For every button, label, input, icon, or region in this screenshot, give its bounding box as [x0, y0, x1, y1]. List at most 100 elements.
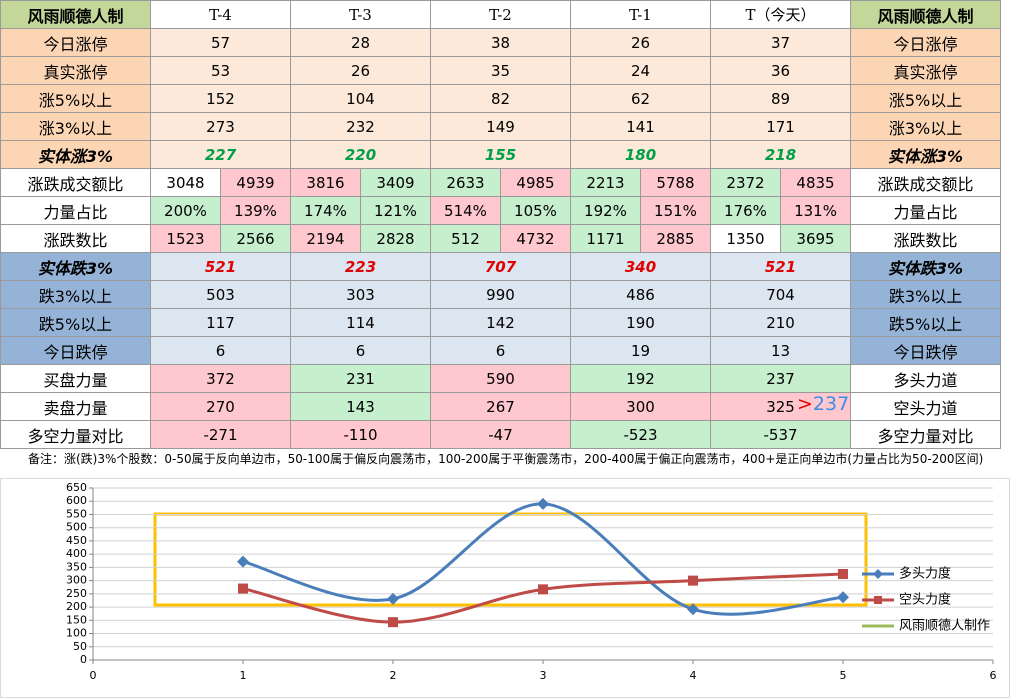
note: 备注：涨(跌)3%个股数：0-50属于反向单边市，50-100属于偏反向震荡市，…	[28, 452, 984, 466]
annotation-mark: >	[797, 393, 813, 415]
cell: 267	[430, 392, 571, 421]
y-tick-label: 200	[66, 600, 87, 613]
row-label: 涨3%以上	[0, 112, 151, 141]
marker	[538, 584, 548, 595]
data-table: 风雨顺德人制 T-4 T-3 T-2 T-1 T（今天） 风雨顺德人制 今日涨停 57 28 38 2…	[0, 0, 1002, 449]
cell: 89	[709, 84, 852, 113]
row-label-right: 今日涨停	[850, 28, 1002, 57]
cell: 117	[150, 308, 291, 337]
cell: 372	[150, 364, 291, 393]
cell: 141	[570, 112, 711, 141]
cell: 590	[430, 364, 571, 393]
cell: -110	[290, 420, 431, 449]
marker	[837, 591, 849, 604]
cell: 2885	[640, 224, 711, 253]
cell: 303	[290, 280, 431, 309]
header-cell: T-3	[290, 0, 431, 29]
cell: 273	[150, 112, 291, 141]
header-cell: T-1	[570, 0, 711, 29]
cell: 26	[290, 56, 431, 85]
x-tick-label: 2	[390, 669, 397, 682]
cell: 503	[150, 280, 291, 309]
y-tick-label: 300	[66, 574, 87, 587]
y-tick-label: 150	[66, 613, 87, 626]
cell: 270	[150, 392, 291, 421]
cell: 174%	[290, 196, 361, 225]
cell: 131%	[779, 196, 852, 225]
row-label: 真实涨停	[0, 56, 151, 85]
annotation: >237	[797, 393, 849, 415]
row-label-right: 跌3%以上	[850, 280, 1002, 309]
chart-frame	[0, 478, 1010, 698]
row-label: 卖盘力量	[0, 392, 151, 421]
cell: 57	[150, 28, 291, 57]
y-tick-label: 650	[66, 481, 87, 494]
y-tick-label: 0	[80, 653, 87, 666]
row-label-right: 涨5%以上	[850, 84, 1002, 113]
cell: 200%	[150, 196, 221, 225]
cell: 38	[430, 28, 571, 57]
cell: 1171	[570, 224, 641, 253]
cell: 237	[709, 364, 852, 393]
cell: 2633	[430, 168, 501, 197]
row-label-right: 多头力道	[850, 364, 1002, 393]
cell: 180	[570, 140, 711, 169]
x-tick-label: 1	[240, 669, 247, 682]
cell: 121%	[360, 196, 431, 225]
y-tick-label: 400	[66, 547, 87, 560]
cell: 220	[290, 140, 431, 169]
row-label: 涨跌数比	[0, 224, 151, 253]
x-tick-label: 4	[690, 669, 697, 682]
cell: 82	[430, 84, 571, 113]
chart: 0501001502002503003504004505005506006500…	[0, 478, 1010, 698]
row-label-right: 今日跌停	[850, 336, 1002, 365]
row-label: 实体跌3%	[0, 252, 151, 281]
cell: 325 >237	[709, 392, 852, 421]
cell: 4835	[779, 168, 852, 197]
row-label: 今日涨停	[0, 28, 151, 57]
row-label-right: 涨跌数比	[850, 224, 1002, 253]
cell: 1523	[150, 224, 221, 253]
row-label-right: 涨3%以上	[850, 112, 1002, 141]
cell: 24	[570, 56, 711, 85]
row-label-right: 空头力道	[850, 392, 1002, 421]
cell: 2194	[290, 224, 361, 253]
row-label: 多空力量对比	[0, 420, 151, 449]
cell: 232	[290, 112, 431, 141]
cell: 521	[150, 252, 291, 281]
cell: 300	[570, 392, 711, 421]
row-label: 跌3%以上	[0, 280, 151, 309]
cell: 210	[709, 308, 852, 337]
y-tick-label: 450	[66, 534, 87, 547]
cell: 2828	[360, 224, 431, 253]
marker	[237, 555, 249, 568]
cell: 151%	[640, 196, 711, 225]
cell: 990	[430, 280, 571, 309]
cell: 37	[709, 28, 852, 57]
row-label: 力量占比	[0, 196, 151, 225]
row-label: 买盘力量	[0, 364, 151, 393]
cell: 6	[290, 336, 431, 365]
row-label: 实体涨3%	[0, 140, 151, 169]
cell: 2372	[710, 168, 781, 197]
legend-marker	[873, 569, 883, 579]
legend-marker	[874, 596, 882, 604]
marker	[688, 575, 698, 586]
cell: 3695	[779, 224, 852, 253]
marker	[838, 569, 848, 579]
legend-label: 空头力度	[899, 592, 951, 608]
cell: 139%	[220, 196, 291, 225]
y-tick-label: 550	[66, 507, 87, 520]
cell: 218	[709, 140, 852, 169]
cell: 4939	[220, 168, 291, 197]
cell: 2566	[220, 224, 291, 253]
cell: 28	[290, 28, 431, 57]
y-tick-label: 600	[66, 494, 87, 507]
cell: 155	[430, 140, 571, 169]
row-label-right: 涨跌成交额比	[850, 168, 1002, 197]
x-tick-label: 6	[990, 669, 997, 682]
row-label: 今日跌停	[0, 336, 151, 365]
cell: 13	[709, 336, 852, 365]
cell: 53	[150, 56, 291, 85]
cell: 486	[570, 280, 711, 309]
